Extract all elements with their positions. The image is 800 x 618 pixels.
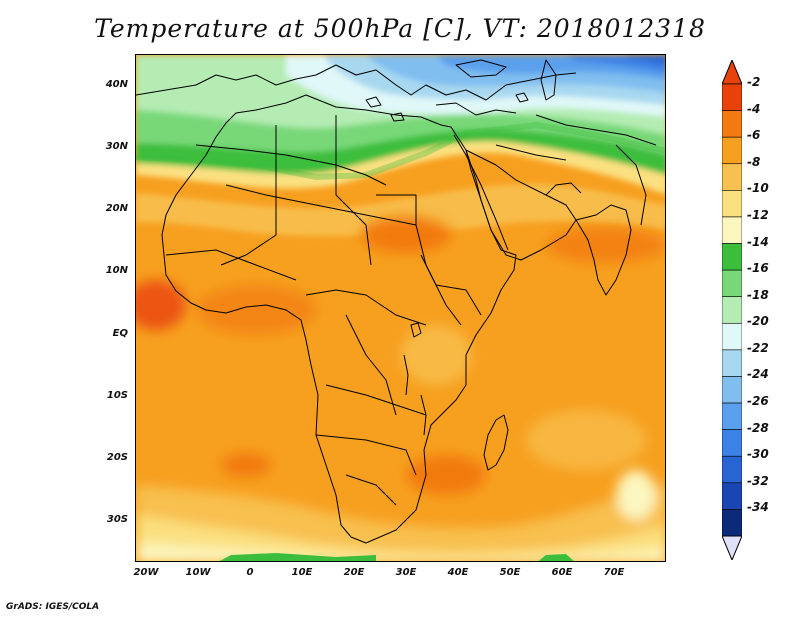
colorbar-segment (722, 296, 742, 324)
colorbar-segment (722, 190, 742, 218)
lat-label-10n: 10N (105, 265, 128, 276)
colorbar-segment (722, 136, 742, 165)
temperature-map (135, 54, 666, 562)
lat-label-30s: 30S (106, 514, 128, 525)
colorbar-segment (722, 322, 742, 351)
colorbar-segment (722, 509, 742, 537)
colorbar-segment (722, 110, 742, 138)
temperature-field (136, 55, 665, 561)
colorbar-label: -18 (747, 287, 769, 302)
colorbar-label: -26 (747, 394, 769, 409)
colorbar-label: -4 (747, 101, 761, 116)
colorbar-segment (722, 163, 742, 191)
colorbar-segment (722, 269, 742, 298)
map-title: Temperature at 500hPa [C], VT: 201801231… (94, 14, 706, 43)
colorbar-segment (722, 83, 742, 111)
grads-footer: GrADS: IGES/COLA (6, 602, 100, 612)
colorbar-segment (722, 349, 742, 377)
lon-label-20e: 20E (343, 567, 365, 578)
lat-label-eq: EQ (112, 328, 128, 339)
colorbar-segment (722, 376, 742, 404)
colorbar-bottom-arrow (722, 535, 742, 560)
colorbar-label: -14 (747, 234, 769, 249)
colorbar-label: -32 (747, 473, 769, 488)
lon-label-30e: 30E (395, 567, 417, 578)
colorbar (722, 60, 742, 560)
colorbar-label: -22 (747, 340, 769, 355)
lat-label-20s: 20S (106, 452, 128, 463)
colorbar-graphic (722, 60, 742, 560)
colorbar-label: -20 (747, 314, 769, 329)
lon-label-10w: 10W (185, 567, 211, 578)
colorbar-segment (722, 402, 742, 430)
colorbar-label: -16 (747, 261, 769, 276)
lon-label-60e: 60E (551, 567, 573, 578)
colorbar-label: -28 (747, 420, 769, 435)
colorbar-label: -12 (747, 207, 769, 222)
lat-label-10s: 10S (106, 390, 128, 401)
colorbar-label: -8 (747, 154, 761, 169)
colorbar-segment (722, 482, 742, 510)
lon-label-50e: 50E (499, 567, 521, 578)
colorbar-segment (722, 243, 742, 271)
lat-label-30n: 30N (105, 141, 128, 152)
colorbar-label: -34 (747, 500, 769, 515)
lon-label-10e: 10E (291, 567, 313, 578)
lat-label-40n: 40N (105, 79, 128, 90)
colorbar-label: -2 (747, 75, 761, 89)
colorbar-segment (722, 429, 742, 457)
colorbar-label: -30 (747, 447, 769, 462)
colorbar-label: -24 (747, 367, 769, 382)
lon-label-20w: 20W (133, 567, 159, 578)
lon-label-40e: 40E (447, 567, 469, 578)
colorbar-segment (722, 455, 742, 484)
colorbar-label: -10 (747, 181, 769, 196)
lat-label-20n: 20N (105, 203, 128, 214)
colorbar-label: -6 (747, 128, 761, 143)
lon-label-0: 0 (246, 567, 254, 578)
colorbar-top-arrow (722, 60, 742, 85)
lon-label-70e: 70E (603, 567, 625, 578)
colorbar-segment (722, 216, 742, 244)
